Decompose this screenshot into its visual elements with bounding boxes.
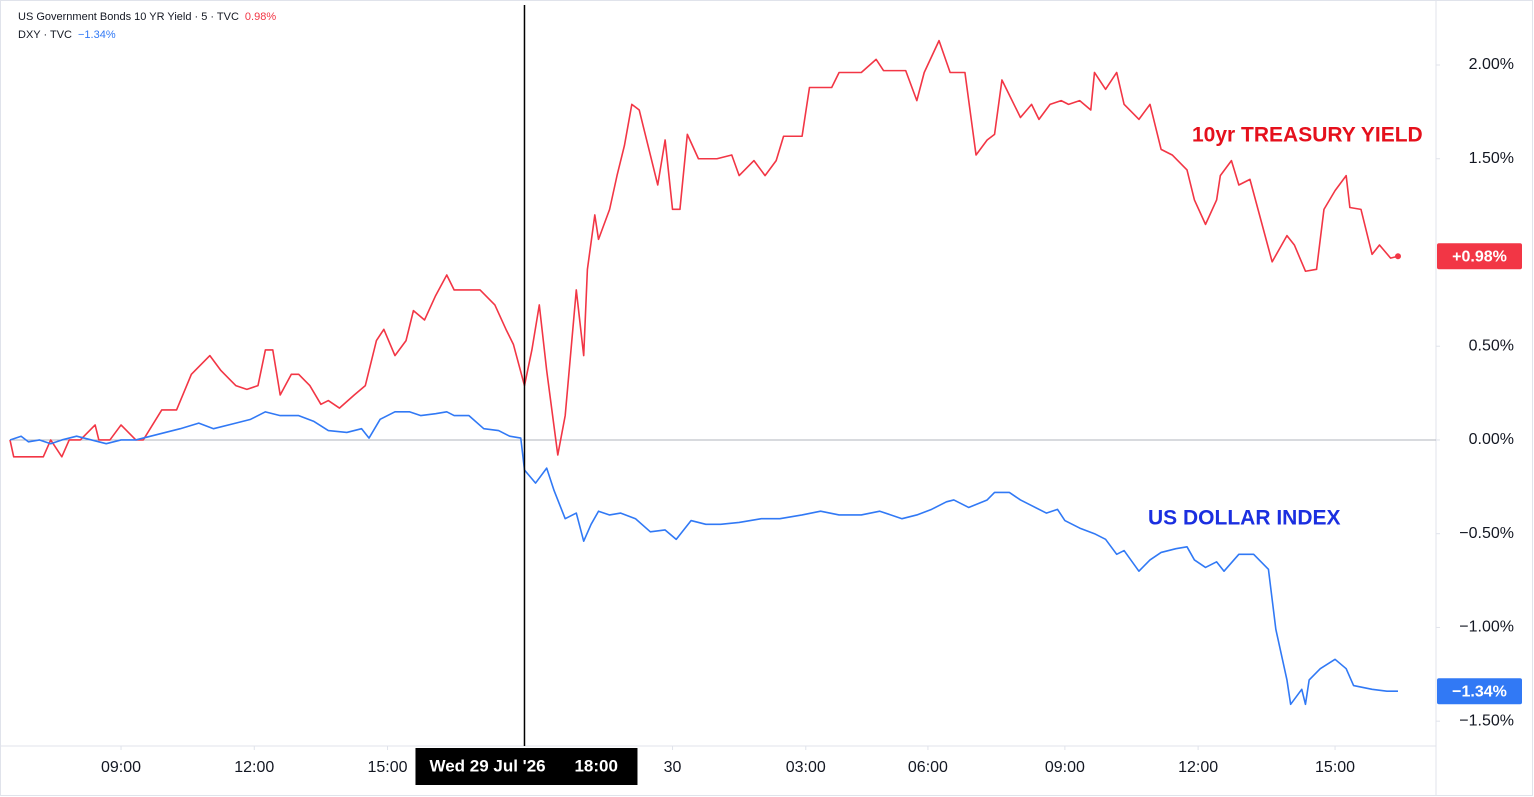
legend-value: 0.98% [245, 11, 276, 23]
x-tick-label: 03:00 [786, 759, 826, 776]
legend-entry[interactable]: US Government Bonds 10 YR Yield · 5 · TV… [18, 11, 276, 23]
x-tick-label: 12:00 [234, 759, 274, 776]
x-tick-label: 06:00 [908, 759, 948, 776]
last-value-box [1437, 243, 1522, 270]
crosshair-date: Wed 29 Jul '26 [429, 756, 545, 775]
y-tick-label: 2.00% [1469, 56, 1514, 73]
legend-value: −1.34% [78, 29, 116, 41]
y-tick-label: 1.50% [1469, 150, 1514, 167]
y-tick-label: −0.50% [1459, 525, 1514, 542]
y-tick-label: 0.00% [1469, 431, 1514, 448]
last-point [1394, 253, 1401, 260]
y-tick-label: 0.50% [1469, 337, 1514, 354]
plot-area [9, 39, 1436, 706]
x-tick-label: 12:00 [1178, 759, 1218, 776]
crosshair-label-box [415, 748, 638, 785]
legend-entry[interactable]: DXY · TVC −1.34% [18, 29, 116, 41]
legend-name: US Government Bonds 10 YR Yield · 5 · TV… [18, 11, 239, 23]
annotation: US DOLLAR INDEX [1148, 507, 1341, 530]
y-tick-label: −1.50% [1459, 712, 1514, 729]
series-line [9, 39, 1399, 458]
x-tick-label: 09:00 [101, 759, 141, 776]
crosshair-time: 18:00 [574, 756, 617, 775]
x-tick-label: 09:00 [1045, 759, 1085, 776]
x-tick-label: 30 [664, 759, 682, 776]
series-line [9, 411, 1398, 706]
last-value-label: −1.34% [1452, 683, 1507, 700]
x-tick-label: 15:00 [368, 759, 408, 776]
y-tick-label: −1.00% [1459, 619, 1514, 636]
last-value-box [1437, 678, 1522, 705]
last-value-label: +0.98% [1452, 248, 1507, 265]
legend-name: DXY · TVC [18, 29, 72, 41]
x-tick-label: 15:00 [1315, 759, 1355, 776]
annotation: 10yr TREASURY YIELD [1192, 124, 1423, 147]
